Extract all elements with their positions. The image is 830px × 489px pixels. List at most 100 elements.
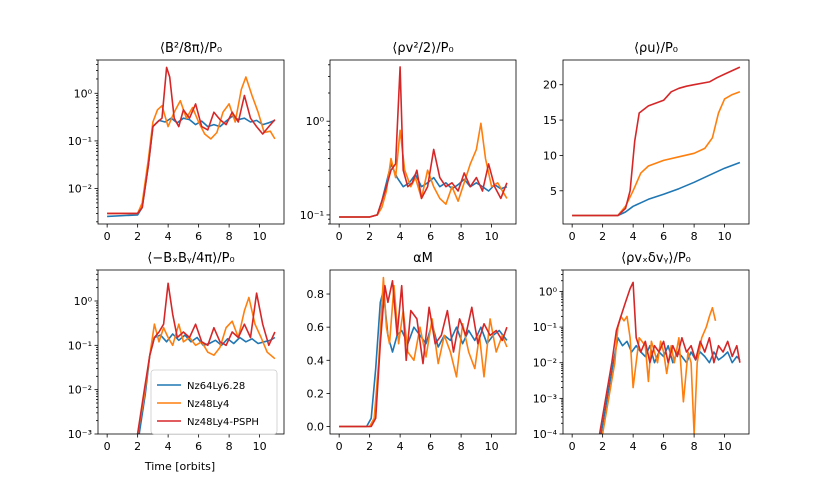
series-group-reynolds-stress [598, 281, 741, 434]
legend-frame [150, 369, 278, 435]
axes-frame-reynolds-stress [562, 269, 750, 435]
x-tick-label-kinetic-energy: 2 [366, 230, 373, 243]
panel-title-reynolds-stress: ⟨ρvₓδvᵧ⟩/P₀ [621, 251, 691, 266]
panel-title-kinetic-energy: ⟨ρv²/2⟩/P₀ [392, 41, 453, 56]
panel-title-magnetic-energy: ⟨B²/8π⟩/P₀ [160, 41, 222, 56]
series-group-magnetic-energy [107, 66, 276, 218]
x-tick-label-maxwell-stress: 8 [226, 440, 233, 453]
x-tick-label-reynolds-stress: 0 [569, 440, 576, 453]
x-tick-label-alpha-m: 6 [427, 440, 434, 453]
series-line-maxwell-stress-2 [136, 282, 276, 434]
x-tick-label-thermal-energy: 0 [569, 230, 576, 243]
panel-reynolds-stress: 0 2 4 6 8 10 10⁻⁴ 10⁻³ 10⁻² 10⁻¹ 10⁰ ⟨ρvₓδvᵧ⟩/P₀ [533, 251, 750, 453]
panel-thermal-energy: 0 2 4 6 8 10 5 10 15 20 ⟨ρu⟩/P₀ [543, 41, 750, 243]
x-tick-label-thermal-energy: 6 [660, 230, 667, 243]
legend-label-psph: Nz48Ly4-PSPH [187, 417, 259, 428]
y-tick-label-alpha-m: 0.4 [307, 354, 325, 367]
x-tick-label-alpha-m: 2 [366, 440, 373, 453]
x-tick-label-maxwell-stress: 4 [165, 440, 172, 453]
series-line-reynolds-stress-1 [601, 306, 717, 434]
panel-alpha-m: 0 2 4 6 8 10 0.0 0.2 0.4 0.6 0.8 αM [307, 251, 517, 453]
x-axis-label: Time [orbits] [144, 460, 215, 473]
x-tick-label-reynolds-stress: 2 [599, 440, 606, 453]
series-group-kinetic-energy [339, 66, 508, 218]
panel-title-maxwell-stress: ⟨−BₓBᵧ/4π⟩/P₀ [147, 251, 234, 266]
axes-frame-alpha-m [329, 269, 517, 435]
y-tick-label-reynolds-stress: 10⁰ [539, 285, 558, 298]
y-tick-label-maxwell-stress: 10⁻³ [68, 428, 92, 441]
y-tick-label-alpha-m: 0.0 [307, 421, 325, 434]
x-tick-label-thermal-energy: 10 [718, 230, 732, 243]
panel-maxwell-stress: 0 2 4 6 8 10 10⁻³ 10⁻² 10⁻¹ 10⁰ ⟨−BₓBᵧ/4π⟩/P₀ [68, 251, 285, 453]
x-tick-label-alpha-m: 4 [397, 440, 404, 453]
series-line-magnetic-energy-0 [107, 115, 276, 218]
x-tick-label-thermal-energy: 4 [630, 230, 637, 243]
x-tick-label-reynolds-stress: 6 [660, 440, 667, 453]
x-tick-label-maxwell-stress: 2 [134, 440, 141, 453]
legend: Nz64Ly6.28 Nz48Ly4 Nz48Ly4-PSPH [150, 369, 278, 435]
x-tick-label-maxwell-stress: 0 [104, 440, 111, 453]
y-tick-label-thermal-energy: 15 [543, 114, 557, 127]
y-tick-label-thermal-energy: 10 [543, 149, 557, 162]
x-tick-label-kinetic-energy: 0 [336, 230, 343, 243]
y-tick-label-alpha-m: 0.8 [307, 288, 325, 301]
panel-kinetic-energy: 0 2 4 6 8 10 10⁻¹ 10⁰ ⟨ρv²/2⟩/P₀ [300, 41, 517, 243]
series-group-maxwell-stress [136, 282, 276, 434]
y-tick-label-reynolds-stress: 10⁻¹ [533, 321, 557, 334]
axes-frame-kinetic-energy [329, 59, 517, 225]
series-line-thermal-energy-2 [572, 66, 741, 217]
y-tick-label-kinetic-energy: 10⁰ [306, 115, 325, 128]
x-tick-label-magnetic-energy: 8 [226, 230, 233, 243]
y-tick-label-reynolds-stress: 10⁻³ [533, 392, 557, 405]
x-tick-label-alpha-m: 0 [336, 440, 343, 453]
series-line-thermal-energy-0 [572, 161, 741, 217]
panel-title-thermal-energy: ⟨ρu⟩/P₀ [634, 41, 678, 56]
x-tick-label-thermal-energy: 8 [691, 230, 698, 243]
x-tick-label-reynolds-stress: 10 [718, 440, 732, 453]
y-tick-label-alpha-m: 0.2 [307, 387, 325, 400]
y-tick-label-reynolds-stress: 10⁻⁴ [533, 428, 558, 441]
x-tick-label-kinetic-energy: 10 [485, 230, 499, 243]
y-tick-label-reynolds-stress: 10⁻² [533, 357, 557, 370]
x-tick-label-alpha-m: 8 [458, 440, 465, 453]
series-line-magnetic-energy-1 [107, 76, 276, 215]
x-tick-label-magnetic-energy: 4 [165, 230, 172, 243]
y-tick-label-maxwell-stress: 10⁻² [68, 384, 92, 397]
panels: 0 2 4 6 8 10 10⁻² 10⁻¹ 10⁰ ⟨B²/8π⟩/P₀ 0 2 4 6 8 10 10⁻¹ 1… [68, 41, 750, 453]
series-line-reynolds-stress-2 [598, 281, 741, 434]
panel-title-alpha-m: αM [413, 251, 433, 266]
axes-frame-thermal-energy [562, 59, 750, 225]
series-group-alpha-m [339, 276, 508, 428]
x-tick-label-alpha-m: 10 [485, 440, 499, 453]
y-tick-label-maxwell-stress: 10⁰ [74, 295, 93, 308]
series-line-magnetic-energy-2 [107, 66, 276, 215]
series-line-reynolds-stress-0 [600, 336, 741, 434]
x-tick-label-reynolds-stress: 8 [691, 440, 698, 453]
y-tick-label-thermal-energy: 5 [550, 185, 557, 198]
x-tick-label-magnetic-energy: 0 [104, 230, 111, 243]
series-line-kinetic-energy-1 [339, 122, 508, 218]
x-tick-label-magnetic-energy: 10 [253, 230, 267, 243]
x-tick-label-reynolds-stress: 4 [630, 440, 637, 453]
x-tick-label-thermal-energy: 2 [599, 230, 606, 243]
y-tick-label-alpha-m: 0.6 [307, 321, 325, 334]
x-tick-label-kinetic-energy: 8 [458, 230, 465, 243]
series-line-alpha-m-2 [339, 279, 508, 428]
axes-frame-magnetic-energy [97, 59, 285, 225]
series-line-kinetic-energy-2 [339, 66, 508, 218]
y-tick-label-maxwell-stress: 10⁻¹ [68, 339, 92, 352]
y-tick-label-thermal-energy: 20 [543, 79, 557, 92]
x-tick-label-kinetic-energy: 4 [397, 230, 404, 243]
legend-label-nz48: Nz48Ly4 [187, 399, 229, 410]
x-tick-label-magnetic-energy: 6 [195, 230, 202, 243]
x-tick-label-maxwell-stress: 6 [195, 440, 202, 453]
series-line-kinetic-energy-0 [339, 163, 508, 218]
series-line-alpha-m-0 [339, 289, 508, 428]
x-tick-label-magnetic-energy: 2 [134, 230, 141, 243]
series-line-alpha-m-1 [339, 276, 508, 428]
series-group-thermal-energy [572, 66, 741, 217]
y-tick-label-magnetic-energy: 10⁻¹ [68, 135, 92, 148]
x-tick-label-maxwell-stress: 10 [253, 440, 267, 453]
panel-magnetic-energy: 0 2 4 6 8 10 10⁻² 10⁻¹ 10⁰ ⟨B²/8π⟩/P₀ [68, 41, 285, 243]
